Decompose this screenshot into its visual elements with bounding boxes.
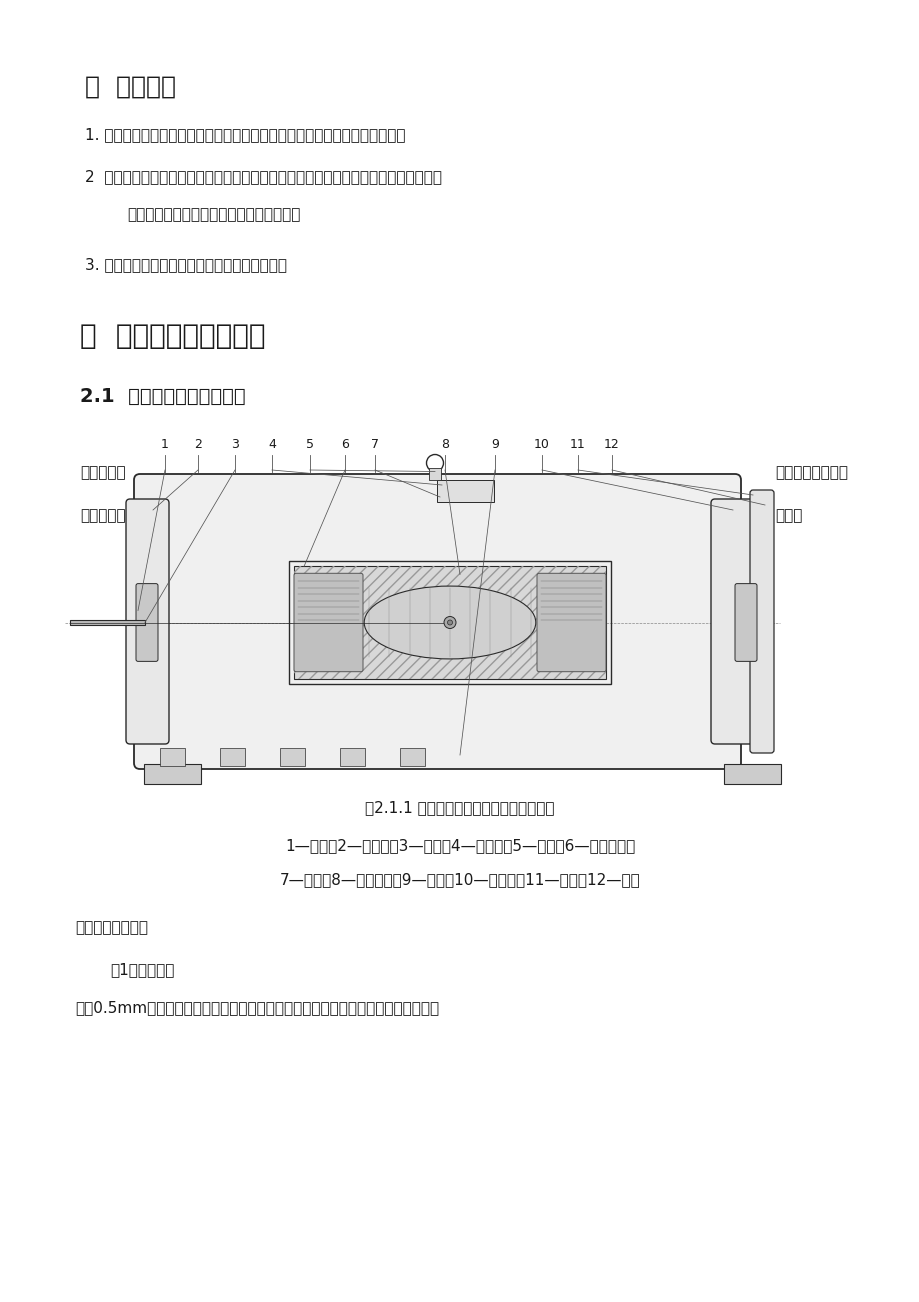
Text: 11: 11 [570,437,585,450]
Text: 2: 2 [194,437,201,450]
Bar [294,566,606,678]
Ellipse shape [364,586,535,659]
FancyBboxPatch shape [537,573,606,672]
Bar [294,566,606,678]
Text: 造图。: 造图。 [774,508,801,523]
Text: 1—轴承；2—前端盖；3—转轴；4—接线盒；5—吊环；6—定子铁心；: 1—轴承；2—前端盖；3—转轴；4—接线盒；5—吊环；6—定子铁心； [285,838,634,853]
Text: 7—转子；8—定子绕组；9—机座；10—后端盖；11—风罩；12—电扇: 7—转子；8—定子绕组；9—机座；10—后端盖；11—风罩；12—电扇 [279,872,640,887]
Text: 10: 10 [534,437,550,450]
FancyBboxPatch shape [710,499,754,743]
FancyBboxPatch shape [436,480,493,503]
Text: 7: 7 [370,437,379,450]
Text: 8: 8 [440,437,448,450]
Bar [220,749,244,766]
FancyBboxPatch shape [734,583,756,661]
Bar [279,749,305,766]
Text: 2  通过本次的电机实训，可以更进一步的理解电机的运营原理，会对三相异步电动机的: 2 通过本次的电机实训，可以更进一步的理解电机的运营原理，会对三相异步电动机的 [85,169,441,184]
Text: 5: 5 [306,437,313,450]
Bar [70,620,145,625]
FancyBboxPatch shape [723,764,780,784]
Text: 二  异步电机的基本理论: 二 异步电机的基本理论 [80,322,266,350]
Bar [289,561,610,684]
Bar [400,749,425,766]
Text: 和转子这两: 和转子这两 [80,508,126,523]
Text: 2.1  三相异步电动机的构造: 2.1 三相异步电动机的构造 [80,387,245,406]
Text: 图2.1.1 封闭式三相笼型异步电动机构造图: 图2.1.1 封闭式三相笼型异步电动机构造图 [365,799,554,815]
FancyBboxPatch shape [126,499,169,743]
Text: 定子绕组进行对的的三角形或者星型连接。: 定子绕组进行对的的三角形或者星型连接。 [127,207,300,223]
Text: 三相异步机: 三相异步机 [80,465,126,480]
Text: 1. 本次实训为电机绕组实训，通过实训可以进一步的理解电动机的构造构成。: 1. 本次实训为电机绕组实训，通过实训可以进一步的理解电动机的构造构成。 [85,128,405,142]
Text: 1: 1 [161,437,169,450]
Bar [428,467,440,479]
Text: 9: 9 [491,437,498,450]
Circle shape [447,620,452,625]
Text: 4: 4 [267,437,276,450]
Text: （1）转子铁心: （1）转子铁心 [110,962,175,976]
Bar [160,749,185,766]
FancyBboxPatch shape [294,573,363,672]
Bar [340,749,365,766]
FancyBboxPatch shape [144,764,200,784]
Text: 的，它们都由定子: 的，它们都由定子 [774,465,847,480]
Text: 12: 12 [604,437,619,450]
Text: 一  实训目的: 一 实训目的 [85,76,176,99]
Circle shape [444,617,456,629]
Text: （一）定子和转子: （一）定子和转子 [75,921,148,935]
FancyBboxPatch shape [749,490,773,753]
FancyBboxPatch shape [136,583,158,661]
Text: 是用0.5mm厚的硅钢片叠压而成，套在转轴上，作用和定子铁心相似，一方面作为电: 是用0.5mm厚的硅钢片叠压而成，套在转轴上，作用和定子铁心相似，一方面作为电 [75,1000,438,1016]
FancyBboxPatch shape [134,474,740,769]
Text: 6: 6 [341,437,348,450]
Text: 3. 加深理解三相电动机的工作原理，构成构造。: 3. 加深理解三相电动机的工作原理，构成构造。 [85,256,287,272]
Text: 3: 3 [231,437,239,450]
